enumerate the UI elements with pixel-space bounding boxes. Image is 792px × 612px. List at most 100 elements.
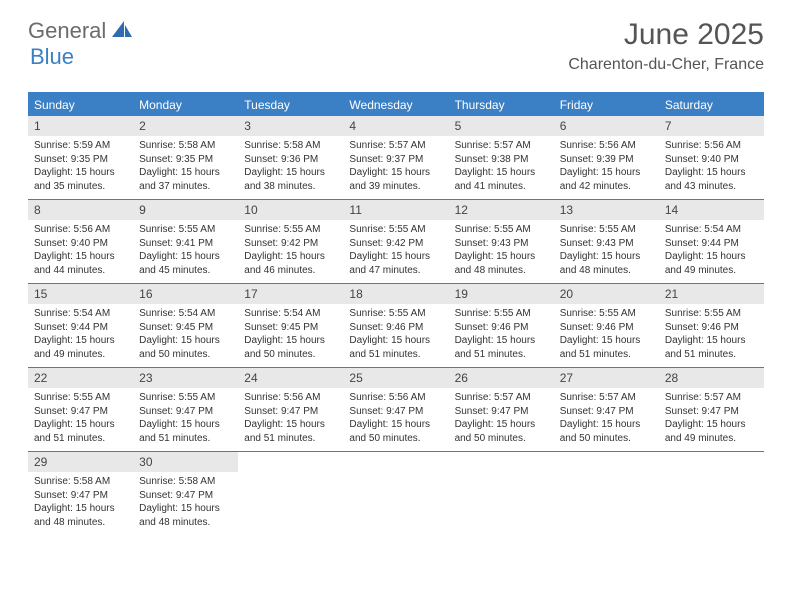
day-details: Sunrise: 5:55 AMSunset: 9:46 PMDaylight:… (449, 304, 554, 361)
day-number: 29 (28, 452, 133, 472)
month-title: June 2025 (568, 18, 764, 52)
day-number: 28 (659, 368, 764, 388)
day-details: Sunrise: 5:56 AMSunset: 9:40 PMDaylight:… (28, 220, 133, 277)
day-cell: 26Sunrise: 5:57 AMSunset: 9:47 PMDayligh… (449, 368, 554, 451)
day-number: 2 (133, 116, 238, 136)
week-row: 29Sunrise: 5:58 AMSunset: 9:47 PMDayligh… (28, 452, 764, 535)
day-number: 3 (238, 116, 343, 136)
day-cell: 29Sunrise: 5:58 AMSunset: 9:47 PMDayligh… (28, 452, 133, 535)
day-number: 17 (238, 284, 343, 304)
day-details: Sunrise: 5:55 AMSunset: 9:43 PMDaylight:… (554, 220, 659, 277)
day-number: 9 (133, 200, 238, 220)
day-details: Sunrise: 5:56 AMSunset: 9:47 PMDaylight:… (238, 388, 343, 445)
week-row: 8Sunrise: 5:56 AMSunset: 9:40 PMDaylight… (28, 200, 764, 284)
logo-sail-icon (110, 19, 134, 44)
day-details: Sunrise: 5:55 AMSunset: 9:41 PMDaylight:… (133, 220, 238, 277)
day-cell: 18Sunrise: 5:55 AMSunset: 9:46 PMDayligh… (343, 284, 448, 367)
day-number: 21 (659, 284, 764, 304)
day-number: 5 (449, 116, 554, 136)
day-cell: 7Sunrise: 5:56 AMSunset: 9:40 PMDaylight… (659, 116, 764, 199)
day-number: 16 (133, 284, 238, 304)
day-details: Sunrise: 5:54 AMSunset: 9:45 PMDaylight:… (133, 304, 238, 361)
day-cell: 9Sunrise: 5:55 AMSunset: 9:41 PMDaylight… (133, 200, 238, 283)
day-cell: 25Sunrise: 5:56 AMSunset: 9:47 PMDayligh… (343, 368, 448, 451)
day-details: Sunrise: 5:59 AMSunset: 9:35 PMDaylight:… (28, 136, 133, 193)
weekday-mon: Monday (133, 94, 238, 116)
day-number: 7 (659, 116, 764, 136)
week-row: 22Sunrise: 5:55 AMSunset: 9:47 PMDayligh… (28, 368, 764, 452)
day-cell: 14Sunrise: 5:54 AMSunset: 9:44 PMDayligh… (659, 200, 764, 283)
day-details: Sunrise: 5:55 AMSunset: 9:43 PMDaylight:… (449, 220, 554, 277)
day-number: 26 (449, 368, 554, 388)
day-cell: 27Sunrise: 5:57 AMSunset: 9:47 PMDayligh… (554, 368, 659, 451)
day-cell: 30Sunrise: 5:58 AMSunset: 9:47 PMDayligh… (133, 452, 238, 535)
day-details: Sunrise: 5:58 AMSunset: 9:47 PMDaylight:… (133, 472, 238, 529)
empty-cell (659, 452, 764, 535)
day-number: 22 (28, 368, 133, 388)
logo: General (28, 18, 136, 44)
day-details: Sunrise: 5:55 AMSunset: 9:42 PMDaylight:… (343, 220, 448, 277)
day-cell: 4Sunrise: 5:57 AMSunset: 9:37 PMDaylight… (343, 116, 448, 199)
day-number: 8 (28, 200, 133, 220)
day-number: 23 (133, 368, 238, 388)
day-number: 27 (554, 368, 659, 388)
day-cell: 13Sunrise: 5:55 AMSunset: 9:43 PMDayligh… (554, 200, 659, 283)
day-number: 6 (554, 116, 659, 136)
day-details: Sunrise: 5:57 AMSunset: 9:47 PMDaylight:… (659, 388, 764, 445)
day-cell: 21Sunrise: 5:55 AMSunset: 9:46 PMDayligh… (659, 284, 764, 367)
day-cell: 12Sunrise: 5:55 AMSunset: 9:43 PMDayligh… (449, 200, 554, 283)
day-details: Sunrise: 5:58 AMSunset: 9:35 PMDaylight:… (133, 136, 238, 193)
day-cell: 2Sunrise: 5:58 AMSunset: 9:35 PMDaylight… (133, 116, 238, 199)
empty-cell (238, 452, 343, 535)
day-details: Sunrise: 5:56 AMSunset: 9:39 PMDaylight:… (554, 136, 659, 193)
empty-cell (343, 452, 448, 535)
calendar-body: 1Sunrise: 5:59 AMSunset: 9:35 PMDaylight… (28, 116, 764, 535)
title-block: June 2025 Charenton-du-Cher, France (568, 18, 764, 74)
day-cell: 3Sunrise: 5:58 AMSunset: 9:36 PMDaylight… (238, 116, 343, 199)
day-cell: 11Sunrise: 5:55 AMSunset: 9:42 PMDayligh… (343, 200, 448, 283)
day-cell: 16Sunrise: 5:54 AMSunset: 9:45 PMDayligh… (133, 284, 238, 367)
weekday-sun: Sunday (28, 94, 133, 116)
day-number: 18 (343, 284, 448, 304)
day-cell: 8Sunrise: 5:56 AMSunset: 9:40 PMDaylight… (28, 200, 133, 283)
day-cell: 15Sunrise: 5:54 AMSunset: 9:44 PMDayligh… (28, 284, 133, 367)
day-details: Sunrise: 5:55 AMSunset: 9:46 PMDaylight:… (659, 304, 764, 361)
day-number: 14 (659, 200, 764, 220)
day-number: 15 (28, 284, 133, 304)
day-number: 24 (238, 368, 343, 388)
logo-text-general: General (28, 18, 106, 44)
day-number: 12 (449, 200, 554, 220)
calendar: Sunday Monday Tuesday Wednesday Thursday… (28, 92, 764, 535)
day-cell: 10Sunrise: 5:55 AMSunset: 9:42 PMDayligh… (238, 200, 343, 283)
day-number: 11 (343, 200, 448, 220)
day-details: Sunrise: 5:56 AMSunset: 9:47 PMDaylight:… (343, 388, 448, 445)
day-cell: 19Sunrise: 5:55 AMSunset: 9:46 PMDayligh… (449, 284, 554, 367)
day-cell: 23Sunrise: 5:55 AMSunset: 9:47 PMDayligh… (133, 368, 238, 451)
day-number: 25 (343, 368, 448, 388)
day-number: 1 (28, 116, 133, 136)
day-details: Sunrise: 5:54 AMSunset: 9:44 PMDaylight:… (28, 304, 133, 361)
day-number: 20 (554, 284, 659, 304)
location-label: Charenton-du-Cher, France (568, 56, 764, 74)
empty-cell (449, 452, 554, 535)
day-cell: 20Sunrise: 5:55 AMSunset: 9:46 PMDayligh… (554, 284, 659, 367)
day-details: Sunrise: 5:57 AMSunset: 9:47 PMDaylight:… (449, 388, 554, 445)
weekday-thu: Thursday (449, 94, 554, 116)
day-number: 13 (554, 200, 659, 220)
weekday-header: Sunday Monday Tuesday Wednesday Thursday… (28, 94, 764, 116)
day-cell: 5Sunrise: 5:57 AMSunset: 9:38 PMDaylight… (449, 116, 554, 199)
day-details: Sunrise: 5:57 AMSunset: 9:37 PMDaylight:… (343, 136, 448, 193)
day-details: Sunrise: 5:55 AMSunset: 9:46 PMDaylight:… (554, 304, 659, 361)
day-number: 4 (343, 116, 448, 136)
day-details: Sunrise: 5:55 AMSunset: 9:42 PMDaylight:… (238, 220, 343, 277)
day-details: Sunrise: 5:55 AMSunset: 9:47 PMDaylight:… (28, 388, 133, 445)
day-cell: 24Sunrise: 5:56 AMSunset: 9:47 PMDayligh… (238, 368, 343, 451)
day-details: Sunrise: 5:54 AMSunset: 9:45 PMDaylight:… (238, 304, 343, 361)
day-details: Sunrise: 5:54 AMSunset: 9:44 PMDaylight:… (659, 220, 764, 277)
weekday-sat: Saturday (659, 94, 764, 116)
header: General June 2025 Charenton-du-Cher, Fra… (0, 0, 792, 82)
day-details: Sunrise: 5:55 AMSunset: 9:47 PMDaylight:… (133, 388, 238, 445)
logo-text-blue: Blue (30, 44, 74, 69)
day-cell: 17Sunrise: 5:54 AMSunset: 9:45 PMDayligh… (238, 284, 343, 367)
day-details: Sunrise: 5:55 AMSunset: 9:46 PMDaylight:… (343, 304, 448, 361)
